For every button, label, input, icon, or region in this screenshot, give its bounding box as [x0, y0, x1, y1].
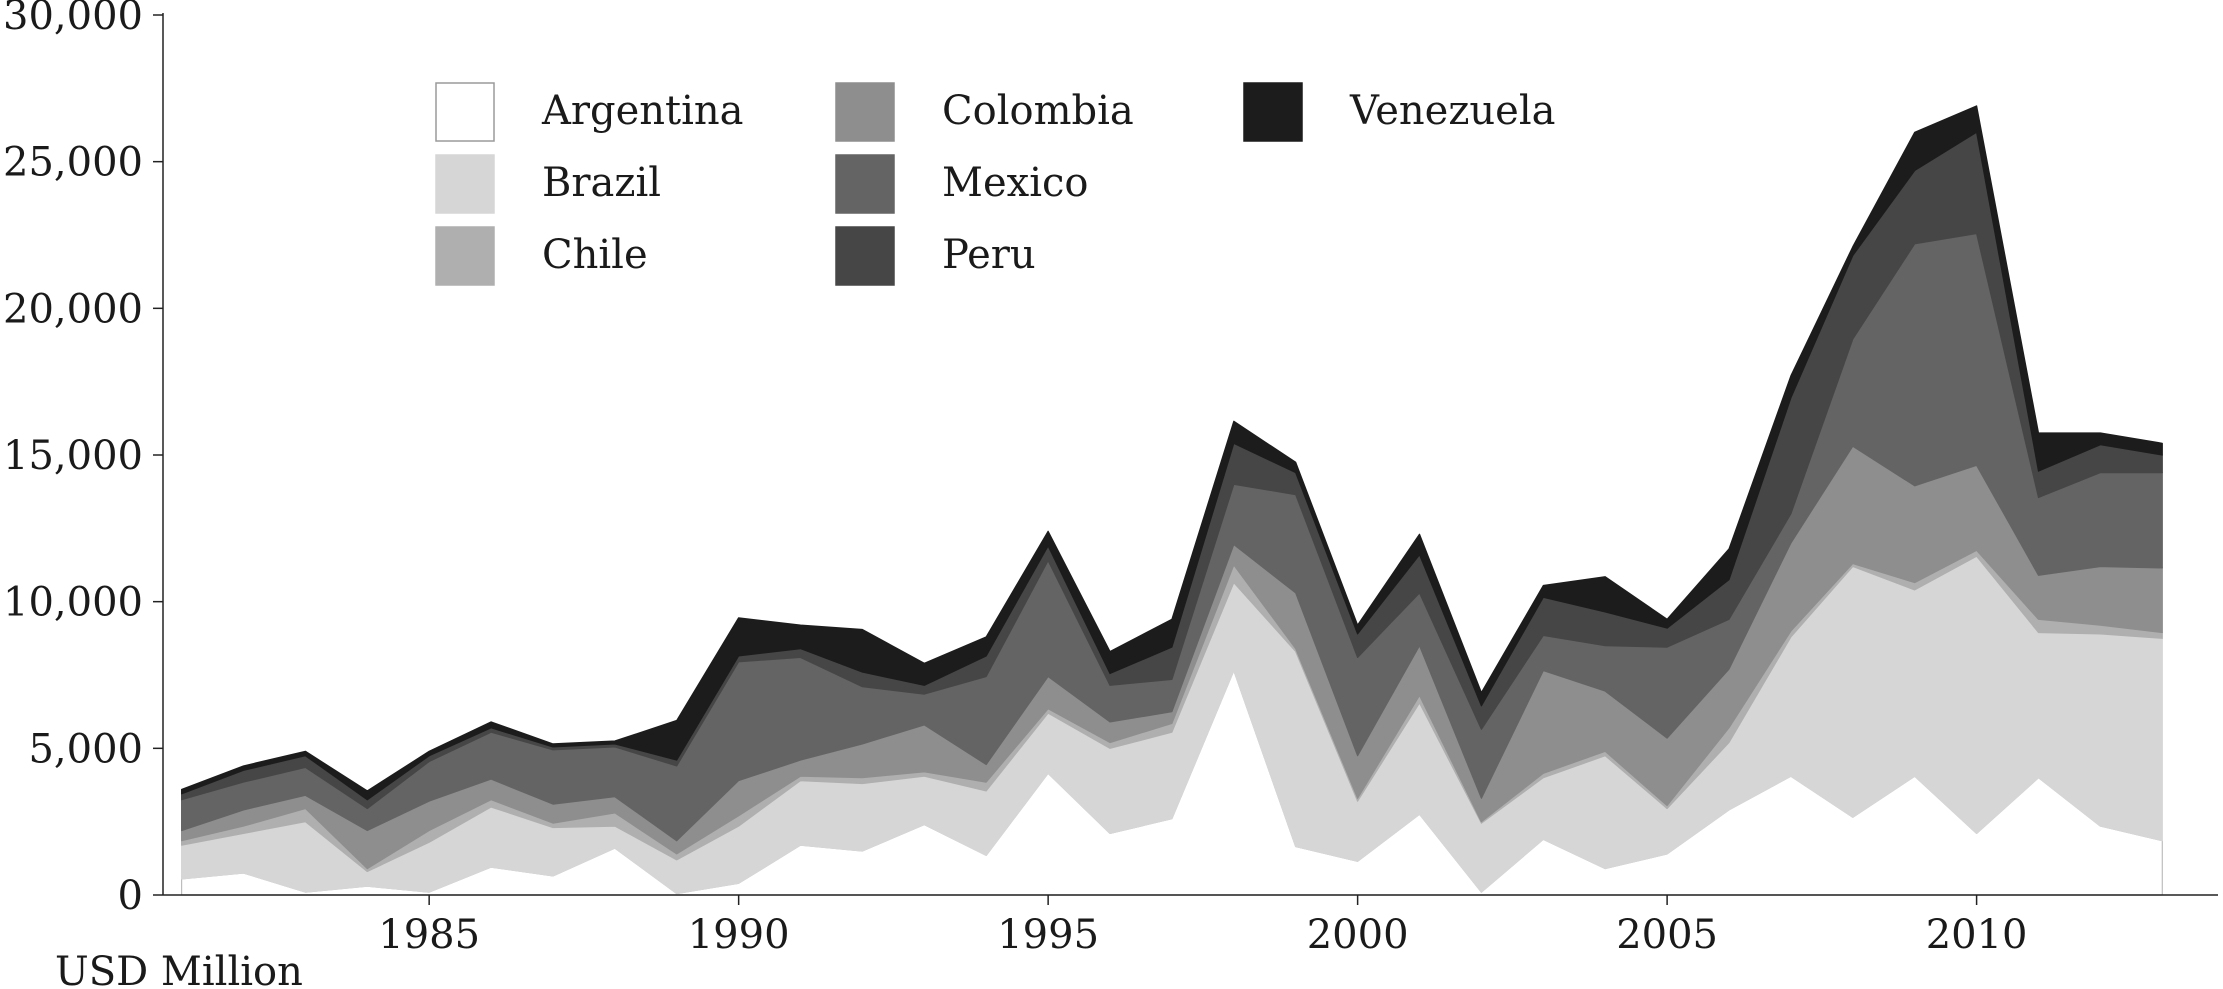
legend-label-venezuela: Venezuela	[1349, 88, 1555, 134]
legend-swatch-colombia	[835, 82, 895, 142]
x-tick-label: 2010	[1926, 912, 2028, 958]
legend-swatch-peru	[835, 226, 895, 286]
x-tick-label: 1985	[378, 912, 480, 958]
legend-label-mexico: Mexico	[942, 160, 1088, 206]
x-tick-label: 1995	[997, 912, 1099, 958]
y-tick-label: 0	[118, 873, 143, 919]
y-tick-label: 30,000	[3, 0, 143, 39]
legend-label-colombia: Colombia	[942, 88, 1134, 134]
legend-swatch-mexico	[835, 154, 895, 214]
x-tick-label: 1990	[688, 912, 790, 958]
legend-label-argentina: Argentina	[541, 88, 744, 134]
x-tick-label: 2000	[1307, 912, 1409, 958]
legend-swatch-argentina	[435, 82, 495, 142]
y-axis-label: USD Million	[55, 949, 303, 989]
y-tick-label: 25,000	[3, 140, 143, 186]
legend: Argentina Brazil Chile Colombia Mexico Peru Ve…	[435, 82, 1555, 286]
legend-swatch-brazil	[435, 154, 495, 214]
area-series-group	[181, 105, 2163, 896]
y-tick-label: 5,000	[28, 726, 143, 772]
legend-swatch-chile	[435, 226, 495, 286]
legend-label-brazil: Brazil	[542, 160, 661, 206]
legend-label-peru: Peru	[942, 232, 1036, 278]
y-tick-label: 15,000	[3, 433, 143, 479]
area-venezuela	[181, 105, 2163, 801]
legend-swatch-venezuela	[1243, 82, 1303, 142]
x-tick-label: 2005	[1616, 912, 1718, 958]
axes: 0 5,000 10,000 15,000 20,000 25,000 30,000 1985…	[3, 0, 2218, 958]
y-tick-label: 20,000	[3, 286, 143, 332]
y-tick-label: 10,000	[3, 580, 143, 626]
legend-label-chile: Chile	[542, 232, 648, 278]
